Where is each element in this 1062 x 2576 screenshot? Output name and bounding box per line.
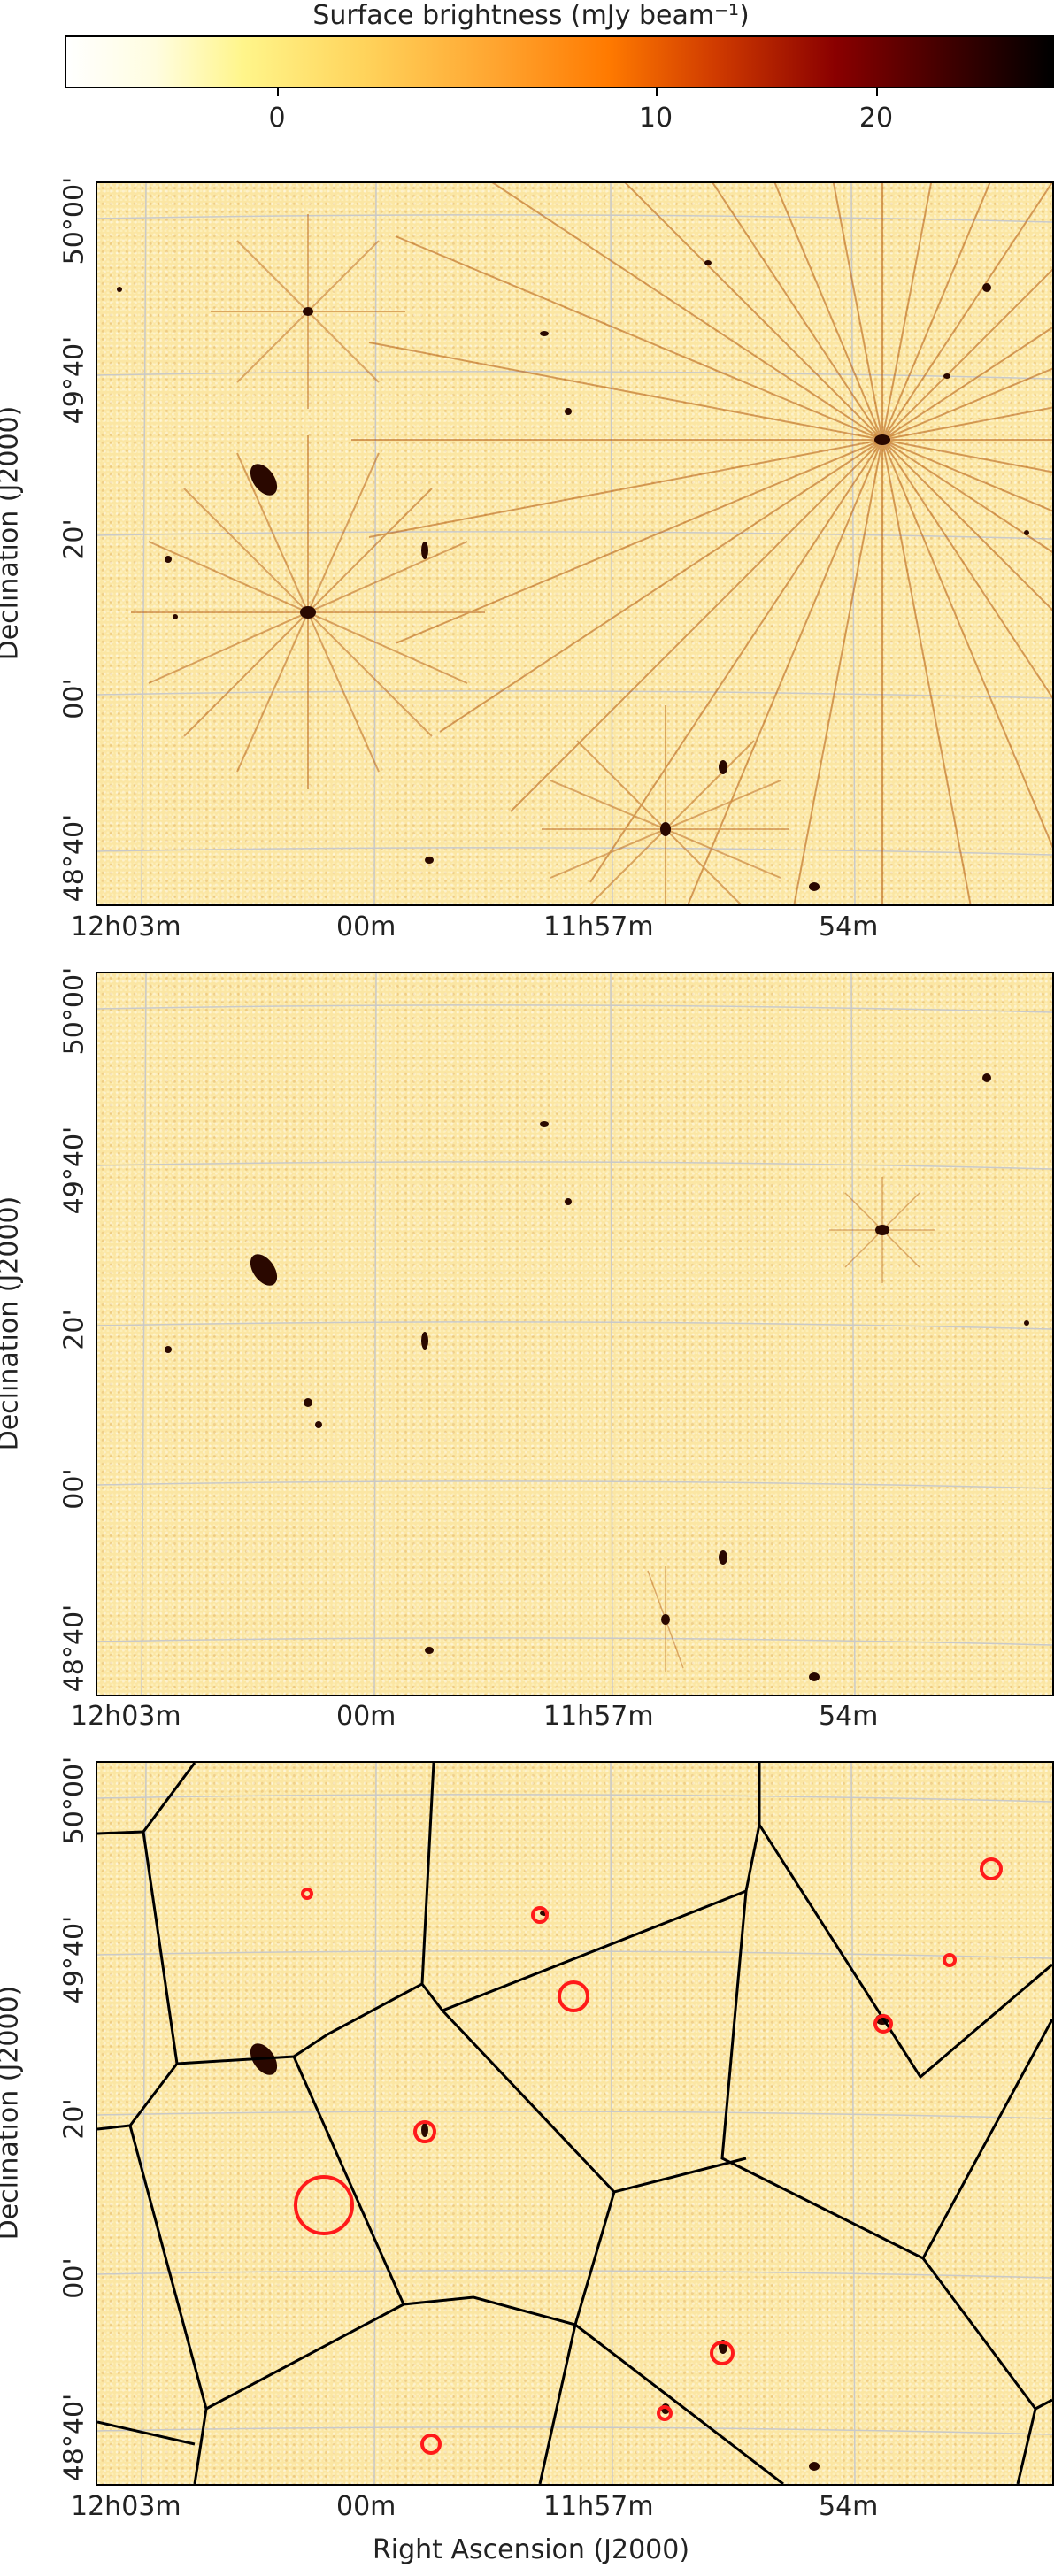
x-tick-label: 11h57m (543, 911, 654, 942)
colorbar-title: Surface brightness (mJy beam⁻¹) (312, 0, 750, 31)
y-tick-label: 48°40' (58, 2393, 90, 2482)
colorbar-tick-label: 10 (638, 103, 673, 134)
y-axis-label: Declination (J2000) (0, 405, 25, 661)
y-tick-label: 50°00' (58, 966, 90, 1056)
source-region-circles (294, 1857, 1003, 2455)
panel-3-image (97, 1763, 1052, 2484)
y-axis-label: Declination (J2000) (0, 1196, 25, 1451)
x-tick-label: 12h03m (71, 911, 181, 942)
sources (250, 1911, 889, 2471)
x-tick-label: 00m (336, 1701, 396, 1732)
x-tick-label: 11h57m (543, 2491, 654, 2522)
panel-2-image (97, 973, 1052, 1695)
y-tick-label: 20' (58, 519, 90, 560)
facet-boundaries (97, 1763, 1052, 2484)
sources (165, 1073, 1029, 1681)
y-tick-label: 20' (58, 2098, 90, 2140)
y-tick-label: 00' (58, 2257, 90, 2299)
x-tick-label: 11h57m (543, 1701, 654, 1732)
residual-artifacts (647, 1177, 935, 1672)
colorbar-tick-label: 20 (858, 103, 894, 134)
image-panel-subtracted (96, 972, 1054, 1696)
y-tick-label: 49°40' (58, 335, 90, 425)
image-panel-raw (96, 181, 1054, 906)
coordinate-grid (97, 973, 1052, 1695)
y-tick-label: 00' (58, 1468, 90, 1510)
y-tick-label: 49°40' (58, 1915, 90, 2004)
colorbar-tick (277, 87, 279, 96)
x-tick-label: 12h03m (71, 1701, 181, 1732)
colorbar (65, 35, 1054, 88)
x-tick-label: 54m (819, 2491, 879, 2522)
y-tick-label: 50°00' (58, 1756, 90, 1845)
radial-artifacts (131, 183, 1052, 904)
x-tick-label: 54m (819, 911, 879, 942)
image-panel-facets (96, 1761, 1054, 2486)
x-tick-label: 00m (336, 2491, 396, 2522)
x-tick-label: 00m (336, 911, 396, 942)
y-tick-label: 48°40' (58, 1603, 90, 1693)
y-tick-label: 48°40' (58, 813, 90, 903)
panel-1-image (97, 183, 1052, 904)
x-tick-label: 54m (819, 1701, 879, 1732)
colorbar-tick-label: 0 (268, 103, 286, 134)
y-tick-label: 00' (58, 678, 90, 719)
coordinate-grid (97, 1763, 1052, 2484)
colorbar-tick (656, 87, 658, 96)
coordinate-grid (97, 183, 1052, 904)
sources (117, 260, 1029, 891)
y-axis-label: Declination (J2000) (0, 1985, 25, 2241)
x-tick-label: 12h03m (71, 2491, 181, 2522)
colorbar-tick (876, 87, 878, 96)
y-tick-label: 20' (58, 1309, 90, 1350)
x-axis-label: Right Ascension (J2000) (372, 2534, 690, 2565)
y-tick-label: 49°40' (58, 1126, 90, 1215)
y-tick-label: 50°00' (58, 176, 90, 265)
